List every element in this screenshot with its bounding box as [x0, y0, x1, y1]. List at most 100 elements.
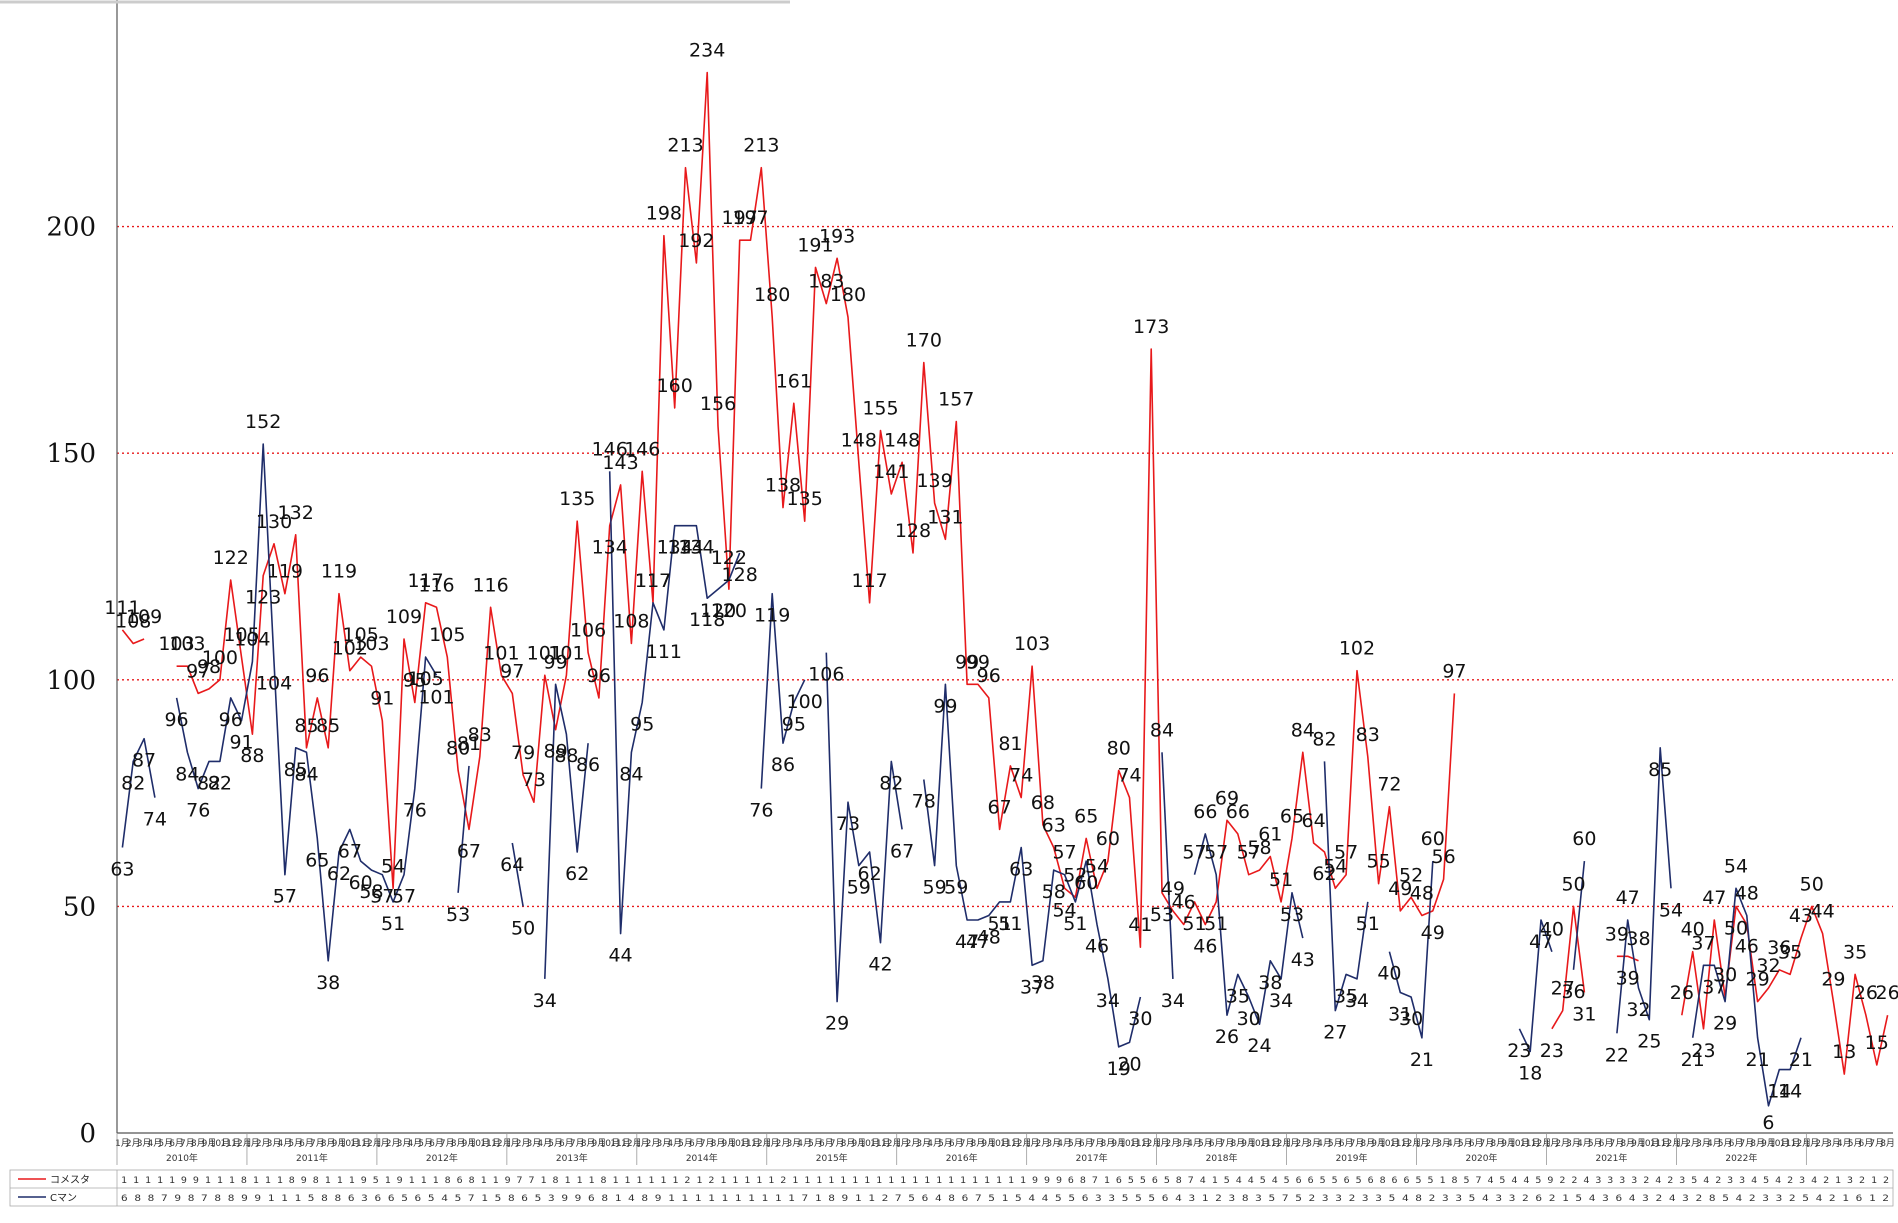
- data-label: 53: [446, 904, 470, 926]
- data-label: 73: [836, 813, 860, 835]
- data-label: 99: [543, 651, 567, 673]
- month-tick-label: 7月: [1220, 1138, 1235, 1149]
- year-tick-label: 2010年: [166, 1152, 198, 1164]
- data-label: 103: [158, 633, 194, 655]
- year-tick-label: 2014年: [686, 1152, 718, 1164]
- data-label: 65: [1074, 805, 1098, 827]
- data-label: 143: [602, 452, 638, 474]
- data-label: 101: [548, 642, 584, 664]
- data-label: 87: [132, 750, 156, 772]
- data-label: 52: [1063, 864, 1087, 886]
- data-label: 89: [543, 741, 567, 763]
- series-line-c-man: [121, 737, 156, 848]
- data-label: 85: [284, 759, 308, 781]
- data-label: 51: [998, 913, 1022, 935]
- data-label: 157: [938, 388, 974, 410]
- data-label: 39: [1616, 967, 1640, 989]
- month-tick-label: 7月: [1869, 1138, 1884, 1149]
- data-label: 160: [657, 375, 693, 397]
- data-label: 67: [987, 796, 1011, 818]
- year-tick-label: 2017年: [1076, 1152, 1108, 1164]
- data-label: 60: [1421, 828, 1445, 850]
- month-tick-label: 11月: [220, 1138, 240, 1149]
- month-tick-label: 10月: [989, 1138, 1009, 1149]
- data-label: 53: [1150, 904, 1174, 926]
- data-label: 67: [457, 840, 481, 862]
- data-label: 74: [1009, 765, 1033, 787]
- month-tick-label: 12月: [1401, 1138, 1421, 1149]
- data-label: 47: [1529, 931, 1553, 953]
- data-label: 76: [403, 800, 427, 822]
- data-label: 101: [527, 642, 563, 664]
- data-label: 84: [294, 763, 318, 785]
- data-label: 50: [1561, 873, 1585, 895]
- data-label: 48: [977, 926, 1001, 948]
- data-label: 60: [1572, 828, 1596, 850]
- month-tick-label: 11月: [1130, 1138, 1150, 1149]
- series-line-c-man: [760, 592, 806, 789]
- month-tick-label: 6月: [169, 1138, 184, 1149]
- data-label: 64: [500, 854, 524, 876]
- data-label: 155: [862, 398, 898, 420]
- month-tick-label: 4月: [277, 1138, 292, 1149]
- data-label: 32: [1756, 955, 1780, 977]
- data-label: 26: [1854, 982, 1878, 1004]
- data-label: 117: [408, 570, 444, 592]
- data-label: 54: [381, 855, 405, 877]
- y-tick-label: 50: [63, 892, 96, 922]
- month-tick-label: 2月: [1036, 1138, 1051, 1149]
- data-label: 39: [1605, 923, 1629, 945]
- data-label: 14: [1778, 1081, 1802, 1103]
- month-tick-label: 8月: [711, 1138, 726, 1149]
- month-tick-label: 2月: [126, 1138, 141, 1149]
- data-label: 31: [1388, 1004, 1412, 1026]
- data-label: 119: [754, 605, 790, 627]
- data-label: 103: [353, 633, 389, 655]
- data-label: 96: [305, 665, 329, 687]
- year-tick-label: 2018年: [1206, 1152, 1238, 1164]
- data-label: 100: [787, 691, 823, 713]
- month-tick-label: 8月: [191, 1138, 206, 1149]
- data-label: 38: [1031, 972, 1055, 994]
- data-label: 44: [608, 945, 632, 967]
- data-label: 54: [1085, 855, 1109, 877]
- data-label: 25: [1637, 1031, 1661, 1053]
- month-tick-label: 11月: [870, 1138, 890, 1149]
- data-label: 50: [1800, 873, 1824, 895]
- data-label: 80: [446, 737, 470, 759]
- data-label: 85: [294, 715, 318, 737]
- month-tick-labels: 1月2月3月4月5月6月7月8月9月10月11月12月1月2月3月4月5月6月7…: [115, 1133, 1895, 1165]
- month-tick-label: 5月: [1588, 1138, 1603, 1149]
- data-label: 38: [316, 972, 340, 994]
- month-tick-label: 2月: [1555, 1138, 1570, 1149]
- data-label: 57: [1204, 842, 1228, 864]
- data-label: 193: [819, 225, 855, 247]
- data-label: 26: [1670, 982, 1694, 1004]
- month-tick-label: 5月: [1848, 1138, 1863, 1149]
- series-line-c-man: [1323, 761, 1369, 1012]
- data-label: 59: [944, 877, 968, 899]
- data-label: 105: [429, 624, 465, 646]
- data-label: 46: [1193, 936, 1217, 958]
- month-tick-label: 7月: [1090, 1138, 1105, 1149]
- data-label: 97: [186, 660, 210, 682]
- month-tick-label: 6月: [559, 1138, 574, 1149]
- data-label: 82: [121, 772, 145, 794]
- data-label: 161: [776, 370, 812, 392]
- month-tick-label: 4月: [407, 1138, 422, 1149]
- data-label: 57: [1052, 842, 1076, 864]
- month-tick-label: 7月: [310, 1138, 325, 1149]
- data-label: 213: [667, 135, 703, 157]
- data-labels: 1111081091031039798100122105881231301191…: [104, 40, 1898, 1134]
- month-tick-label: 5月: [678, 1138, 693, 1149]
- data-label: 58: [359, 881, 383, 903]
- year-tick-label: 2013年: [556, 1152, 588, 1164]
- data-label: 118: [689, 609, 725, 631]
- month-tick-label: 1月: [245, 1138, 260, 1149]
- data-label: 29: [1821, 969, 1845, 991]
- data-label: 51: [1269, 869, 1293, 891]
- month-tick-label: 3月: [1696, 1138, 1711, 1149]
- month-tick-label: 8月: [581, 1138, 596, 1149]
- month-tick-label: 11月: [1780, 1138, 1800, 1149]
- month-tick-label: 12月: [1791, 1138, 1811, 1149]
